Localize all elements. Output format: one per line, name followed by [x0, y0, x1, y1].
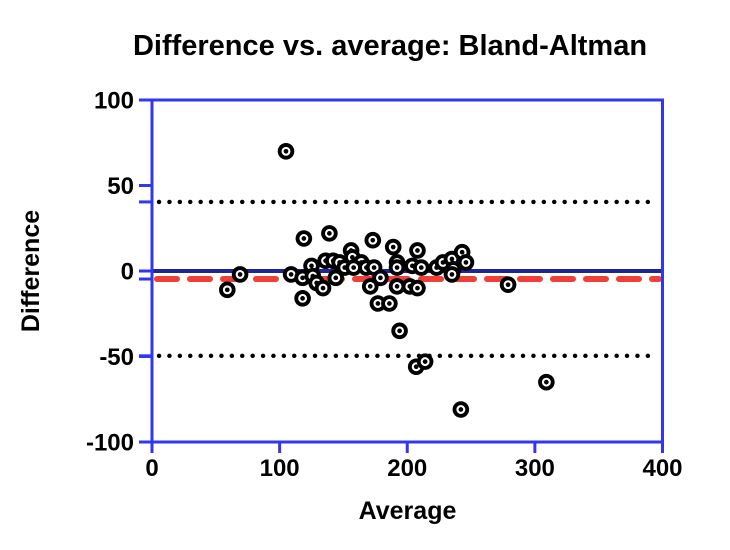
data-point-center-dot	[318, 283, 328, 293]
data-point-center-dot	[541, 377, 551, 387]
data-point-center-dot	[349, 263, 359, 273]
x-tick-label: 100	[260, 455, 300, 482]
data-point	[457, 254, 475, 271]
data-point-center-dot	[365, 281, 375, 291]
x-axis-title: Average	[358, 497, 457, 525]
data-point	[409, 279, 426, 297]
data-point	[295, 230, 313, 247]
data-point-center-dot	[413, 283, 422, 293]
x-tick-label: 0	[145, 455, 158, 482]
data-point-center-dot	[413, 246, 422, 255]
data-point-center-dot	[281, 146, 291, 156]
data-point-center-dot	[503, 280, 513, 290]
data-point	[384, 238, 402, 256]
data-point	[538, 373, 555, 391]
data-point	[345, 259, 362, 276]
y-axis-title: Difference	[17, 209, 45, 333]
data-point	[412, 259, 430, 276]
data-point	[361, 278, 379, 295]
data-point	[294, 290, 311, 307]
y-tick-label: -50	[99, 344, 134, 371]
data-point-center-dot	[368, 235, 378, 245]
data-point	[231, 266, 249, 283]
data-point-center-dot	[416, 263, 426, 273]
data-point	[381, 295, 398, 312]
data-point	[218, 281, 236, 299]
data-point-center-dot	[324, 228, 334, 238]
data-point	[369, 295, 387, 312]
data-point	[388, 259, 406, 276]
data-point	[327, 269, 345, 287]
x-tick-label: 200	[387, 455, 427, 482]
data-point	[499, 276, 517, 293]
data-point	[409, 242, 426, 259]
y-tick-label: 100	[94, 88, 134, 115]
data-point	[443, 266, 461, 283]
data-point-center-dot	[331, 273, 341, 283]
data-point	[388, 278, 406, 295]
y-tick-label: -100	[86, 430, 134, 457]
data-point-center-dot	[286, 269, 296, 279]
data-point-center-dot	[461, 258, 471, 267]
data-point-center-dot	[447, 269, 457, 279]
data-point	[391, 322, 408, 340]
data-point-center-dot	[420, 357, 430, 367]
data-point-center-dot	[388, 242, 398, 252]
data-point-center-dot	[222, 285, 232, 295]
data-point-center-dot	[392, 263, 402, 273]
y-tick-label: 50	[107, 173, 134, 200]
data-point-center-dot	[392, 281, 402, 291]
data-point-center-dot	[384, 299, 394, 308]
data-point-center-dot	[375, 273, 385, 283]
data-point-center-dot	[235, 269, 245, 279]
y-tick-label: 0	[121, 259, 134, 286]
data-point-center-dot	[298, 293, 308, 303]
x-tick-label: 300	[515, 455, 555, 482]
data-point	[314, 279, 332, 297]
data-point-center-dot	[395, 326, 405, 336]
x-tick-label: 400	[642, 455, 682, 482]
data-point	[452, 401, 470, 418]
data-point	[364, 231, 382, 249]
data-point-center-dot	[369, 263, 379, 273]
data-point	[277, 143, 295, 160]
data-point	[321, 225, 338, 242]
data-point	[416, 353, 434, 370]
data-point-center-dot	[456, 405, 466, 414]
chart-title: Difference vs. average: Bland-Altman	[132, 30, 648, 62]
data-point-center-dot	[299, 234, 309, 243]
